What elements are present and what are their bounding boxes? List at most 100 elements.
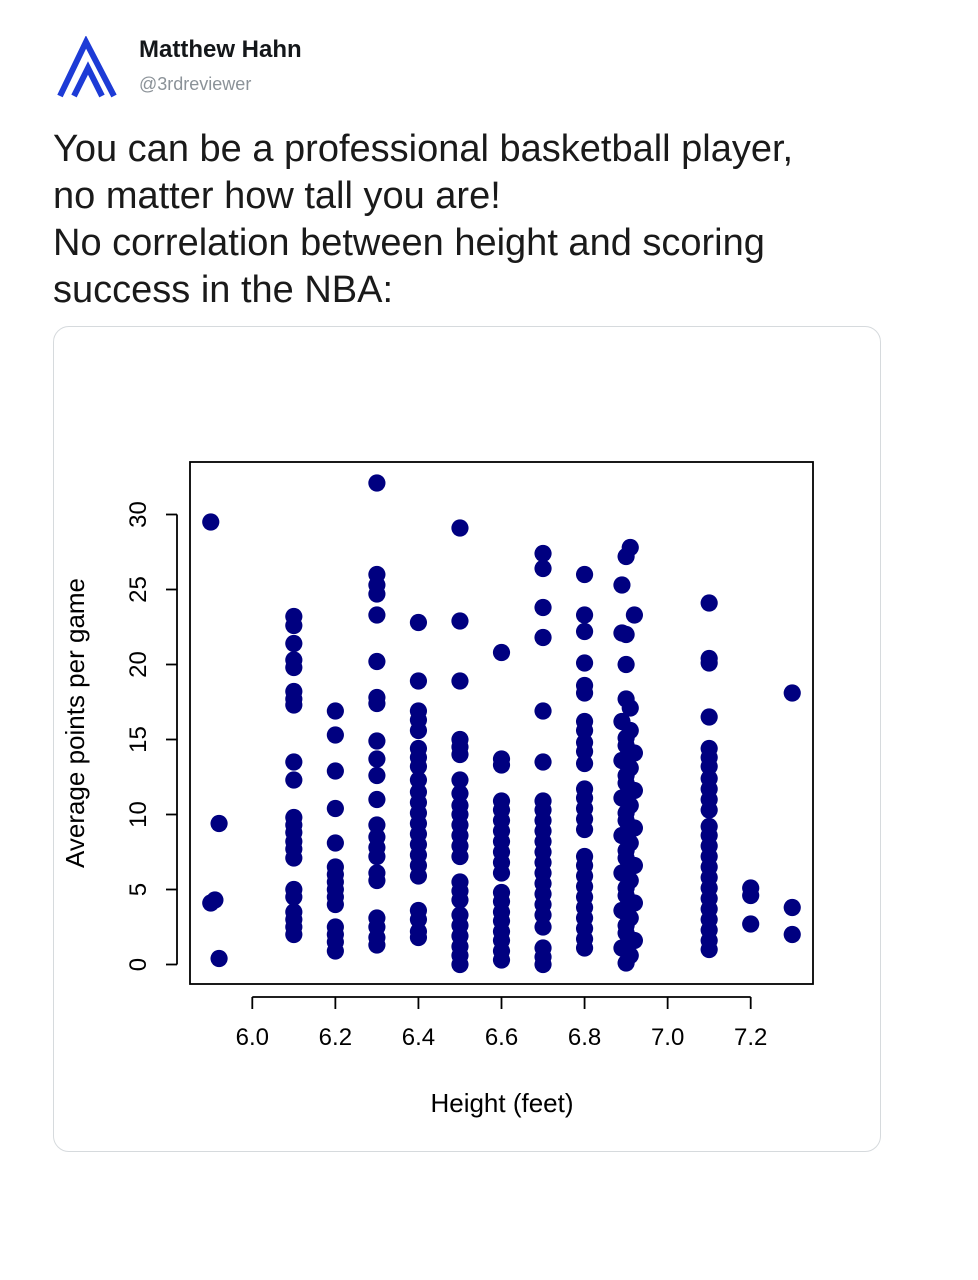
x-tick-label: 6.4 xyxy=(402,1024,435,1051)
data-point xyxy=(368,585,386,603)
data-point xyxy=(700,708,718,726)
data-point xyxy=(617,625,635,644)
data-point xyxy=(285,616,303,635)
y-tick-label: 0 xyxy=(125,958,152,971)
media-card[interactable] xyxy=(53,326,881,1152)
data-point xyxy=(534,598,552,617)
data-point xyxy=(613,576,631,594)
plot-frame xyxy=(189,461,814,985)
data-point xyxy=(625,931,644,950)
data-point xyxy=(326,762,344,780)
x-tick-label: 7.0 xyxy=(651,1024,684,1051)
data-point xyxy=(285,925,303,944)
x-axis-label: Height (feet) xyxy=(430,1088,573,1118)
data-point xyxy=(575,721,594,740)
data-point xyxy=(783,925,801,944)
data-point xyxy=(534,918,552,936)
data-point xyxy=(451,672,469,690)
data-point xyxy=(617,954,635,972)
x-tick-label: 6.8 xyxy=(568,1024,601,1051)
data-point xyxy=(285,888,303,906)
data-point xyxy=(210,814,228,833)
data-point xyxy=(700,757,718,776)
data-point xyxy=(210,949,228,968)
data-point xyxy=(575,820,594,839)
data-point xyxy=(451,519,469,537)
data-point xyxy=(409,757,428,776)
data-point xyxy=(285,658,303,677)
data-point xyxy=(575,606,594,624)
data-point xyxy=(534,544,552,563)
y-tick-label: 30 xyxy=(125,501,152,528)
data-point xyxy=(617,547,635,566)
data-point xyxy=(451,891,469,909)
data-point xyxy=(625,856,644,875)
data-point xyxy=(285,771,303,789)
data-point xyxy=(285,753,303,771)
y-tick-label: 20 xyxy=(125,651,152,678)
data-point xyxy=(285,696,303,714)
data-point xyxy=(534,559,552,578)
data-point xyxy=(534,753,552,771)
data-point xyxy=(409,867,428,885)
data-point xyxy=(409,771,428,789)
author-handle[interactable]: @3rdreviewer xyxy=(139,74,252,94)
data-point xyxy=(625,894,644,912)
data-point xyxy=(285,634,303,653)
data-point xyxy=(326,895,344,914)
data-point xyxy=(625,819,644,837)
y-tick-label: 15 xyxy=(125,726,152,753)
data-point xyxy=(534,955,552,974)
x-tick-label: 7.2 xyxy=(734,1024,767,1051)
data-point xyxy=(368,816,386,834)
tweet-text: You can be a professional basketball pla… xyxy=(53,128,794,311)
x-tick-label: 6.0 xyxy=(236,1024,269,1051)
x-tick-label: 6.2 xyxy=(319,1024,352,1051)
y-tick-label: 5 xyxy=(125,883,152,896)
data-point xyxy=(368,936,386,954)
data-point xyxy=(534,628,552,647)
data-point xyxy=(625,781,644,800)
data-point xyxy=(575,565,594,584)
author-name[interactable]: Matthew Hahn xyxy=(139,36,302,63)
data-point xyxy=(783,684,801,702)
data-point xyxy=(742,886,760,905)
data-point xyxy=(700,654,718,672)
data-points xyxy=(202,474,801,974)
data-point xyxy=(326,799,344,818)
data-point xyxy=(575,684,594,702)
data-point xyxy=(202,513,220,531)
data-point xyxy=(492,951,511,969)
data-point xyxy=(368,732,386,750)
data-point xyxy=(409,910,428,929)
data-point xyxy=(409,721,428,740)
data-point xyxy=(492,864,511,882)
data-point xyxy=(625,606,644,624)
data-point xyxy=(451,784,469,803)
data-point xyxy=(700,940,718,959)
data-point xyxy=(625,744,644,762)
data-point xyxy=(451,955,469,974)
data-point xyxy=(368,766,386,785)
data-point xyxy=(326,942,344,960)
data-point xyxy=(575,742,594,761)
data-point xyxy=(368,652,386,671)
data-point xyxy=(451,612,469,630)
data-point xyxy=(621,699,639,717)
data-point xyxy=(368,474,386,492)
data-point xyxy=(783,898,801,917)
y-tick-label: 25 xyxy=(125,576,152,603)
y-tick-label: 10 xyxy=(125,801,152,828)
data-point xyxy=(368,790,386,809)
data-point xyxy=(492,756,511,774)
data-point xyxy=(700,594,718,612)
data-point xyxy=(326,834,344,852)
mountain-logo-icon[interactable] xyxy=(56,36,120,100)
data-point xyxy=(575,939,594,957)
data-point xyxy=(534,906,552,924)
data-point xyxy=(368,847,386,866)
data-point xyxy=(368,871,386,890)
data-point xyxy=(409,928,428,947)
data-point xyxy=(409,613,428,632)
